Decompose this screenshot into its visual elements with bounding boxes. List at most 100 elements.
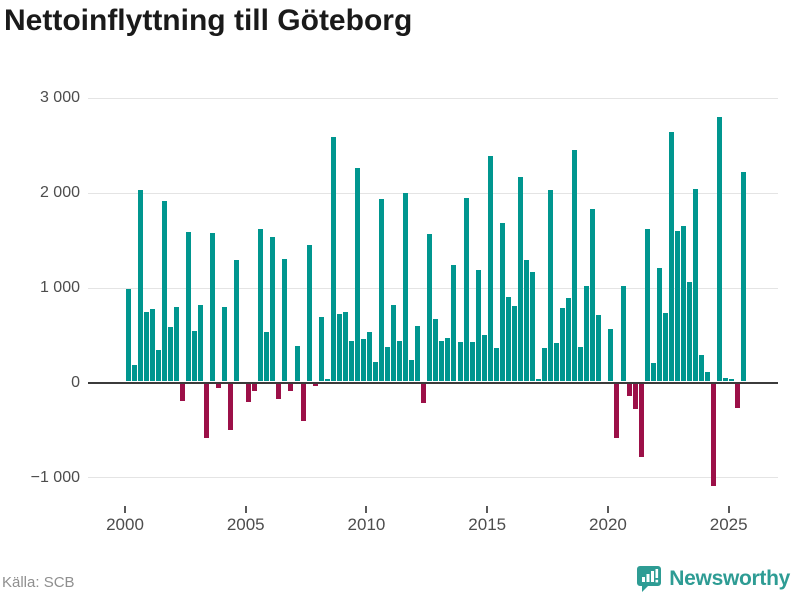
bar-2013-Q3 bbox=[451, 264, 457, 382]
x-axis-label: 2020 bbox=[589, 515, 627, 534]
bar-2014-Q1 bbox=[463, 197, 469, 382]
bar-2022-Q4 bbox=[674, 231, 680, 382]
bar-2001-Q2 bbox=[155, 349, 161, 382]
bar-2009-Q1 bbox=[342, 311, 348, 382]
y-axis-label: 3 000 bbox=[39, 89, 80, 107]
bar-2017-Q3 bbox=[548, 190, 554, 382]
bar-2006-Q4 bbox=[288, 383, 294, 391]
bar-2007-Q1 bbox=[294, 346, 300, 382]
bar-2014-Q4 bbox=[481, 334, 487, 382]
bar-2010-Q3 bbox=[379, 199, 385, 382]
y-axis-label: −1 000 bbox=[30, 468, 80, 486]
bar-2005-Q2 bbox=[252, 383, 258, 391]
bar-2004-Q3 bbox=[234, 260, 240, 382]
bar-2006-Q1 bbox=[270, 237, 276, 382]
bar-2021-Q3 bbox=[644, 229, 650, 382]
bar-2018-Q3 bbox=[572, 149, 578, 382]
bar-2007-Q4 bbox=[312, 383, 318, 387]
bar-2008-Q2 bbox=[324, 378, 330, 382]
gridline bbox=[88, 97, 778, 99]
bar-2022-Q2 bbox=[662, 312, 668, 382]
bar-2002-Q4 bbox=[191, 331, 197, 382]
bar-2023-Q3 bbox=[692, 188, 698, 382]
bar-2016-Q2 bbox=[517, 176, 523, 382]
bar-2013-Q2 bbox=[445, 337, 451, 382]
bar-2015-Q3 bbox=[499, 222, 505, 382]
y-axis-label: 1 000 bbox=[39, 279, 80, 297]
x-axis-label: 2010 bbox=[347, 515, 386, 534]
bar-2013-Q4 bbox=[457, 342, 463, 382]
bar-2021-Q4 bbox=[650, 362, 656, 382]
x-axis-tick bbox=[727, 506, 730, 513]
bar-2003-Q3 bbox=[210, 232, 216, 382]
bar-2022-Q3 bbox=[668, 131, 674, 382]
bar-2000-Q2 bbox=[131, 365, 137, 382]
bar-2001-Q1 bbox=[149, 309, 155, 382]
bar-2010-Q4 bbox=[385, 346, 391, 382]
bar-2016-Q3 bbox=[523, 259, 529, 382]
zero-axis-line bbox=[88, 381, 778, 384]
x-axis-label: 2025 bbox=[709, 515, 748, 534]
y-axis-label: 0 bbox=[71, 374, 80, 391]
newsworthy-logo-icon bbox=[636, 565, 662, 593]
bar-2020-Q4 bbox=[626, 383, 632, 397]
bar-2002-Q1 bbox=[173, 306, 179, 382]
bar-2013-Q1 bbox=[439, 340, 445, 382]
bar-2018-Q4 bbox=[578, 347, 584, 382]
bar-2012-Q2 bbox=[421, 383, 427, 404]
bar-2022-Q1 bbox=[656, 267, 662, 382]
y-axis-label: 2 000 bbox=[39, 184, 80, 202]
x-axis-label: 2000 bbox=[106, 515, 144, 534]
x-axis-tick bbox=[486, 506, 489, 513]
bar-2012-Q4 bbox=[433, 318, 439, 382]
bar-2011-Q1 bbox=[391, 305, 397, 382]
bar-2023-Q2 bbox=[686, 281, 692, 382]
x-axis-tick bbox=[124, 506, 126, 513]
bar-2025-Q1 bbox=[729, 378, 735, 382]
bar-2017-Q1 bbox=[536, 378, 542, 382]
bar-2010-Q1 bbox=[366, 331, 372, 382]
bar-2015-Q2 bbox=[493, 348, 499, 382]
bar-2001-Q3 bbox=[161, 201, 167, 382]
bar-2016-Q4 bbox=[529, 271, 535, 382]
x-axis-tick bbox=[606, 506, 609, 513]
bar-2015-Q1 bbox=[487, 155, 493, 382]
bar-2003-Q1 bbox=[197, 304, 203, 382]
gridline bbox=[88, 192, 778, 194]
chart-title: Nettoinflyttning till Göteborg bbox=[4, 4, 413, 37]
source-note: Källa: SCB bbox=[2, 574, 75, 591]
x-axis-tick bbox=[365, 506, 368, 513]
bar-2003-Q2 bbox=[203, 383, 209, 439]
bar-2006-Q2 bbox=[276, 383, 282, 399]
bar-2018-Q2 bbox=[566, 297, 572, 382]
bar-2025-Q3 bbox=[741, 171, 747, 382]
bar-2014-Q3 bbox=[475, 269, 481, 382]
newsworthy-branding: Newsworthy bbox=[636, 565, 790, 593]
bar-2000-Q3 bbox=[137, 189, 143, 382]
bar-2007-Q2 bbox=[300, 383, 306, 421]
bar-2024-Q3 bbox=[717, 116, 723, 382]
bar-2011-Q3 bbox=[403, 192, 409, 382]
bar-2012-Q3 bbox=[427, 233, 433, 382]
bar-2019-Q1 bbox=[584, 285, 590, 382]
bar-2012-Q1 bbox=[415, 325, 421, 382]
bar-2005-Q1 bbox=[246, 383, 252, 402]
bar-2016-Q1 bbox=[511, 305, 517, 382]
bar-2023-Q1 bbox=[680, 225, 686, 382]
bar-2017-Q2 bbox=[542, 347, 548, 382]
newsworthy-wordmark: Newsworthy bbox=[669, 567, 790, 590]
bar-2019-Q3 bbox=[596, 314, 602, 382]
bar-2015-Q4 bbox=[505, 296, 511, 382]
bar-2000-Q1 bbox=[125, 289, 131, 382]
bar-2008-Q4 bbox=[336, 313, 342, 382]
bar-2017-Q4 bbox=[554, 342, 560, 382]
x-axis-label: 2005 bbox=[226, 515, 265, 534]
bar-2009-Q4 bbox=[360, 339, 366, 382]
bar-2009-Q3 bbox=[354, 168, 360, 382]
bar-2020-Q3 bbox=[620, 285, 626, 382]
bar-2007-Q3 bbox=[306, 244, 312, 382]
bar-2011-Q2 bbox=[397, 340, 403, 382]
bar-2004-Q1 bbox=[222, 306, 228, 382]
bar-2001-Q4 bbox=[167, 327, 173, 382]
